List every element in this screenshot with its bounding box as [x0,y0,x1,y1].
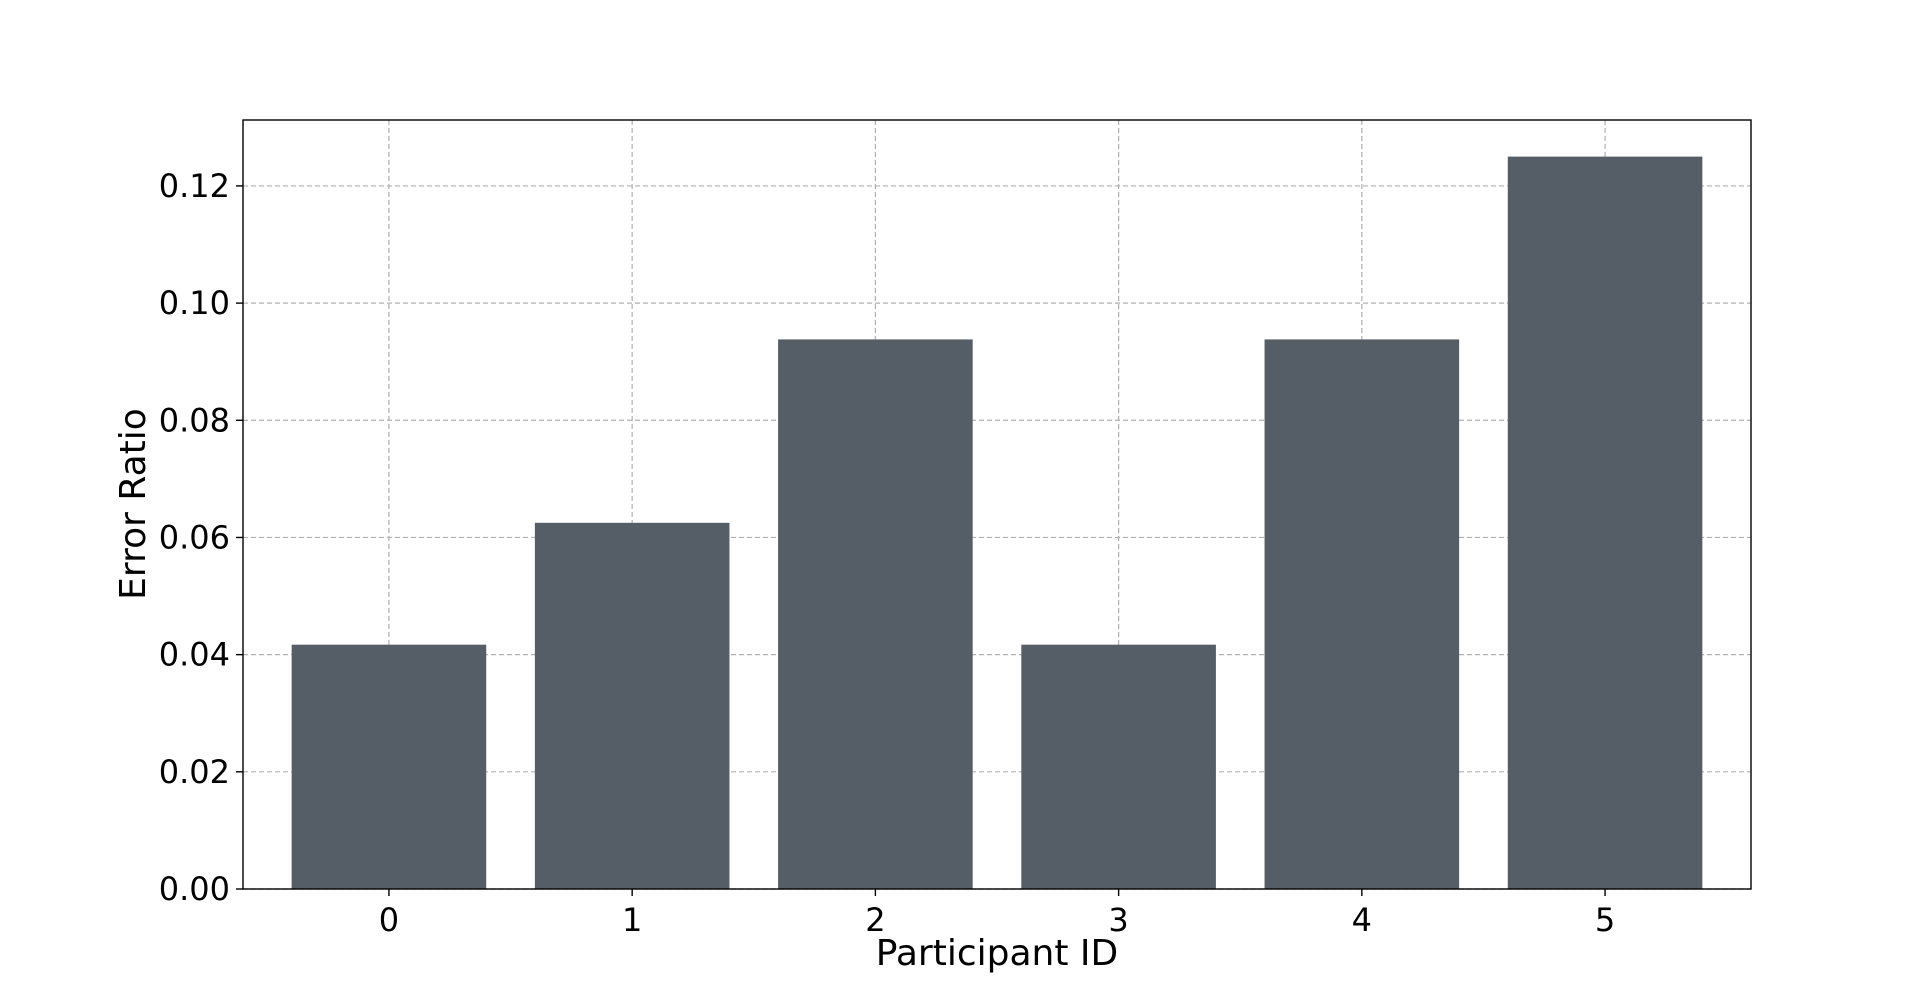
bar [1264,339,1460,889]
x-tick-label: 1 [622,901,642,939]
x-axis-label: Participant ID [876,933,1119,974]
x-tick-label: 5 [1595,901,1615,939]
y-tick-label: 0.08 [159,401,230,439]
y-tick-label: 0.02 [159,753,230,791]
x-tick-label: 2 [865,901,885,939]
bar [778,339,973,889]
x-tick-label: 0 [379,901,399,939]
bar [1507,156,1703,890]
x-tick-label: 3 [1108,901,1128,939]
bar [291,644,487,889]
y-tick-label: 0.06 [159,518,230,556]
x-axis-ticks: 0 1 2 3 4 5 [379,889,1615,939]
bars [291,156,1703,890]
bar [534,522,730,889]
bar [1021,644,1216,889]
x-tick-label: 4 [1352,901,1372,939]
y-axis-ticks: 0.00 0.02 0.04 0.06 0.08 0.10 0.12 [159,167,243,908]
plot-frame [242,119,1752,890]
y-tick-label: 0.00 [159,870,230,908]
y-axis-label: Error Ratio [113,408,154,600]
y-tick-label: 0.12 [159,167,230,205]
y-tick-label: 0.04 [159,636,230,674]
y-tick-label: 0.10 [159,284,230,322]
